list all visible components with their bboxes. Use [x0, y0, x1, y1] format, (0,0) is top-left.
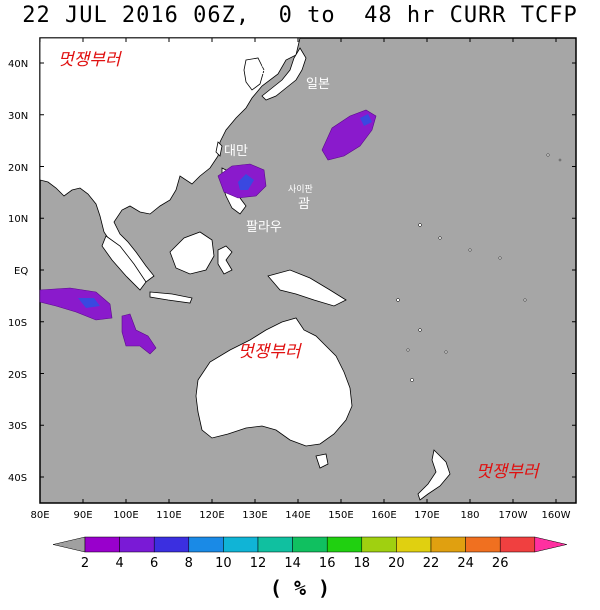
- sumatra-land: [101, 235, 147, 291]
- australia-land: [195, 317, 353, 447]
- colorbar-under-arrow: [52, 536, 86, 553]
- land-masses: [39, 37, 451, 501]
- place-label-korea: 한국: [248, 65, 272, 80]
- prob-region-philippine-sea-core: [238, 174, 254, 190]
- colorbar-swatch: [257, 536, 293, 553]
- colorbar-label: 12: [250, 556, 267, 571]
- colorbar-label: 20: [388, 556, 405, 571]
- prob-region-indian-ocean-west: [39, 287, 113, 321]
- colorbar-over-arrow: [534, 536, 567, 553]
- taiwan-land: [215, 141, 223, 157]
- lon-label-120e: 120E: [199, 510, 224, 521]
- colorbar-label: 18: [354, 556, 371, 571]
- sulawesi-land: [217, 245, 233, 275]
- tasmania-land: [315, 453, 329, 469]
- lat-label-20s: 20S: [8, 370, 27, 381]
- colorbar-label: 4: [115, 556, 123, 571]
- lon-label-80e: 80E: [30, 510, 49, 521]
- colorbar-units: ( % ): [269, 576, 331, 600]
- colorbar-label: 26: [492, 556, 509, 571]
- java-land: [149, 291, 193, 304]
- lon-label-150e: 150E: [328, 510, 353, 521]
- place-label-saipan: 사이판: [288, 184, 313, 195]
- colorbar-swatch: [326, 536, 363, 553]
- longitude-labels: 80E 90E 100E 110E 120E 130E 140E 150E 16…: [30, 510, 570, 521]
- lon-label-170e: 170E: [414, 510, 439, 521]
- lon-label-160w: 160W: [542, 510, 571, 521]
- lat-label-10s: 10S: [8, 318, 27, 329]
- small-islands: [396, 153, 562, 382]
- prob-region-east-of-japan-core: [360, 114, 372, 126]
- colorbar-swatch: [465, 536, 501, 553]
- colorbar-swatch: [361, 536, 397, 553]
- colorbar-swatch: [84, 536, 120, 553]
- new-zealand-land: [417, 449, 451, 501]
- prob-region-indian-ocean-east: [121, 313, 157, 355]
- colorbar-swatch: [188, 536, 224, 553]
- watermark-bottom-right: 멋쟁부러: [476, 462, 540, 482]
- place-label-palau: 팔라우: [246, 220, 282, 235]
- colorbar-swatch: [292, 536, 328, 553]
- colorbar-swatch: [499, 536, 536, 553]
- borneo-land: [169, 231, 215, 275]
- lon-label-140e: 140E: [285, 510, 310, 521]
- place-label-guam: 괌: [298, 197, 310, 212]
- lat-label-40s: 40S: [8, 473, 27, 484]
- prob-region-indian-ocean-west-core: [78, 298, 100, 308]
- lat-label-40n: 40N: [8, 59, 28, 70]
- colorbar-label: 16: [319, 556, 336, 571]
- lat-label-20n: 20N: [8, 163, 28, 174]
- colorbar-label: 10: [215, 556, 232, 571]
- place-label-taiwan: 대만: [224, 144, 248, 159]
- lon-label-170w: 170W: [499, 510, 528, 521]
- colorbar: 2 4 6 8 10 12 14 16 18 20 22 24 26: [52, 536, 567, 571]
- watermarks: 멋쟁부러 멋쟁부러 멋쟁부러: [58, 50, 540, 482]
- colorbar-label: 22: [423, 556, 440, 571]
- colorbar-swatch: [396, 536, 432, 553]
- lon-label-130e: 130E: [242, 510, 267, 521]
- colorbar-label: 6: [150, 556, 158, 571]
- probability-regions: [39, 109, 377, 355]
- new-guinea-land: [267, 269, 347, 307]
- asia-land: [39, 37, 301, 283]
- map-title: 22 JUL 2016 06Z, 0 to 48 hr CURR TCFP: [22, 3, 578, 28]
- colorbar-label: 24: [457, 556, 474, 571]
- colorbar-label: 2: [81, 556, 89, 571]
- latitude-labels: 40N 30N 20N 10N EQ 10S 20S 30S 40S: [8, 59, 28, 484]
- korea-land: [243, 57, 265, 91]
- lon-label-110e: 110E: [156, 510, 181, 521]
- watermark-top-left: 멋쟁부러: [58, 50, 122, 70]
- colorbar-label: 14: [284, 556, 301, 571]
- longitude-ticks: [39, 38, 557, 503]
- colorbar-label: 8: [185, 556, 193, 571]
- lat-label-30n: 30N: [8, 111, 28, 122]
- place-label-japan: 일본: [306, 77, 330, 92]
- lat-label-eq: EQ: [14, 266, 28, 277]
- lon-label-180: 180: [460, 510, 479, 521]
- lon-label-90e: 90E: [73, 510, 92, 521]
- lon-label-160e: 160E: [371, 510, 396, 521]
- colorbar-swatch: [223, 536, 259, 553]
- lon-label-100e: 100E: [113, 510, 138, 521]
- colorbar-swatch: [430, 536, 466, 553]
- lat-label-10n: 10N: [8, 214, 28, 225]
- watermark-center: 멋쟁부러: [238, 342, 302, 362]
- colorbar-swatch: [119, 536, 155, 553]
- place-labels: 한국 일본 대만 팔라우 사이판 괌: [224, 65, 330, 235]
- latitude-ticks: [40, 62, 576, 478]
- japan-land: [261, 47, 307, 101]
- colorbar-swatch: [153, 536, 190, 553]
- lat-label-30s: 30S: [8, 421, 27, 432]
